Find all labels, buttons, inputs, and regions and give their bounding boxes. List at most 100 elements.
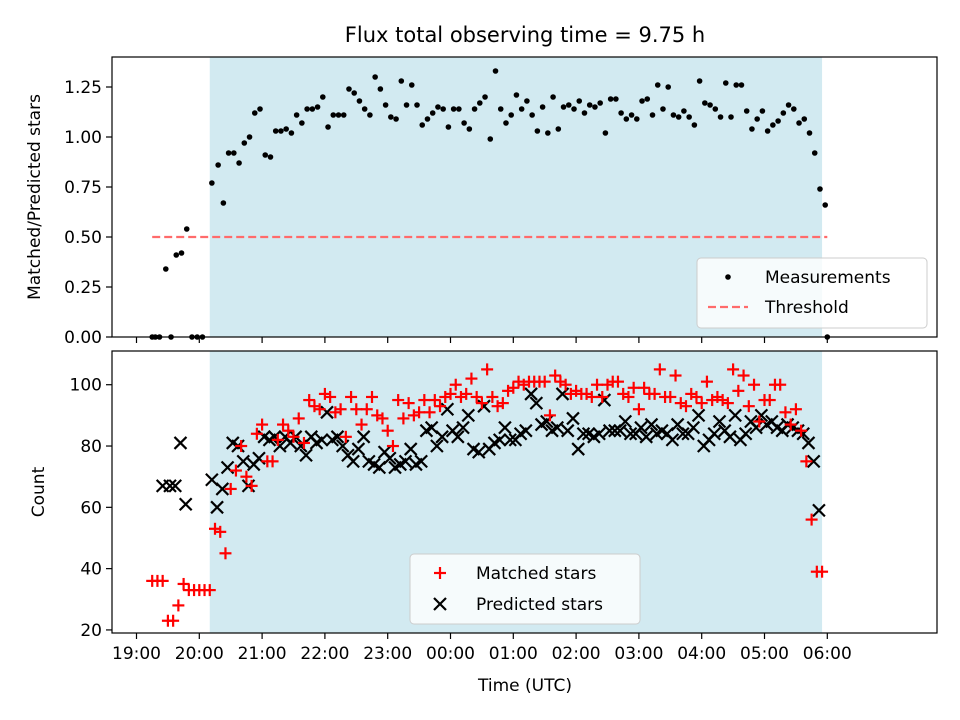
predicted-star-point [403, 442, 418, 456]
matched-star-point [596, 390, 609, 403]
measurement-point [613, 96, 619, 102]
matched-star-point [203, 584, 216, 597]
matched-star-point [402, 397, 415, 410]
matched-star-point [277, 418, 290, 431]
measurement-point [670, 112, 677, 118]
top-y-axis-label: Matched/Predicted stars [25, 94, 45, 300]
measurement-point [597, 100, 603, 106]
predicted-star-point [215, 482, 230, 496]
measurement-point [257, 106, 263, 112]
matched-star-point [680, 400, 692, 413]
matched-star-point [763, 394, 776, 407]
measurement-point [456, 106, 462, 112]
measurement-point [377, 86, 384, 92]
measurement-point [681, 108, 687, 114]
matched-star-point [591, 378, 604, 391]
predicted-star-point [812, 503, 826, 518]
measurement-point [702, 100, 708, 106]
predicted-star-point [351, 442, 366, 456]
measurement-point [346, 86, 352, 92]
measurement-point [555, 126, 562, 132]
legend-label-matched: Matched stars [476, 564, 596, 584]
x-tick-label: 22:00 [300, 644, 349, 664]
matched-star-point [282, 424, 295, 437]
predicted-star-point [566, 411, 580, 426]
measurement-point [236, 160, 242, 166]
matched-star-point [219, 547, 232, 560]
predicted-star-points [155, 387, 826, 518]
measurement-point [293, 112, 300, 118]
predicted-star-point [519, 423, 533, 438]
predicted-star-point [623, 426, 638, 441]
x-tick-label: 01:00 [489, 644, 538, 664]
y-tick-label: 1.25 [64, 78, 102, 98]
measurement-point [508, 112, 515, 118]
predicted-star-point [430, 439, 444, 453]
measurement-point [691, 122, 698, 128]
measurement-point [325, 124, 331, 130]
measurement-point [717, 114, 724, 120]
measurement-point [775, 118, 781, 124]
measurement-point [529, 112, 535, 118]
matched-star-point [324, 390, 337, 403]
matched-star-point [538, 375, 551, 388]
matched-star-point [653, 363, 666, 376]
measurement-point [445, 124, 452, 130]
matched-star-point [381, 424, 394, 437]
measurement-point [550, 94, 556, 100]
predicted-star-point [728, 408, 742, 423]
matched-star-point [339, 430, 352, 443]
predicted-star-point [738, 426, 753, 441]
measurement-point [539, 104, 546, 110]
measurement-point [471, 106, 478, 112]
matched-star-point [345, 390, 358, 403]
measurement-point [602, 130, 609, 136]
measurement-point [241, 140, 248, 146]
measurement-point [225, 150, 232, 156]
matched-star-point [350, 403, 363, 416]
measurement-point [733, 82, 740, 88]
predicted-star-point [383, 451, 397, 466]
y-tick-label: 100 [70, 376, 102, 396]
matched-star-point [428, 394, 441, 407]
matched-star-point [240, 470, 253, 483]
predicted-star-point [723, 430, 737, 444]
measurement-point [686, 114, 692, 120]
predicted-star-point [461, 408, 476, 423]
measurement-point [524, 98, 530, 104]
measurement-point [696, 78, 703, 84]
measurement-point [576, 98, 583, 104]
measurement-point [607, 96, 614, 102]
measurement-point [728, 114, 734, 120]
predicted-star-point [686, 420, 701, 435]
y-tick-label: 1.00 [64, 128, 102, 148]
matched-star-point [721, 397, 734, 410]
x-tick-label: 23:00 [363, 644, 412, 664]
predicted-star-point [314, 433, 329, 447]
predicted-star-point [618, 414, 633, 429]
matched-star-point [334, 403, 347, 416]
matched-star-point [695, 397, 708, 410]
measurement-point [330, 112, 337, 118]
matched-star-point [753, 415, 766, 428]
measurement-point [780, 110, 787, 116]
legend-marker-predicted [433, 597, 447, 611]
measurement-point [382, 102, 389, 108]
matched-star-point [627, 381, 640, 394]
matched-star-point [297, 436, 310, 449]
x-tick-label: 21:00 [238, 644, 287, 664]
predicted-star-point [471, 445, 486, 459]
predicted-star-point [665, 433, 680, 447]
matched-star-point [229, 464, 242, 477]
predicted-star-point [754, 408, 769, 423]
x-tick-label: 00:00 [426, 644, 475, 664]
matched-star-points [146, 363, 829, 627]
matched-star-point [392, 394, 405, 407]
predicted-star-point [273, 439, 287, 453]
measurement-point [618, 110, 624, 116]
measurement-point [356, 98, 363, 104]
y-tick-label: 20 [80, 621, 102, 641]
measurement-point [560, 104, 567, 110]
matched-star-point [172, 599, 185, 612]
bottom-legend: Matched stars Predicted stars [409, 553, 641, 625]
